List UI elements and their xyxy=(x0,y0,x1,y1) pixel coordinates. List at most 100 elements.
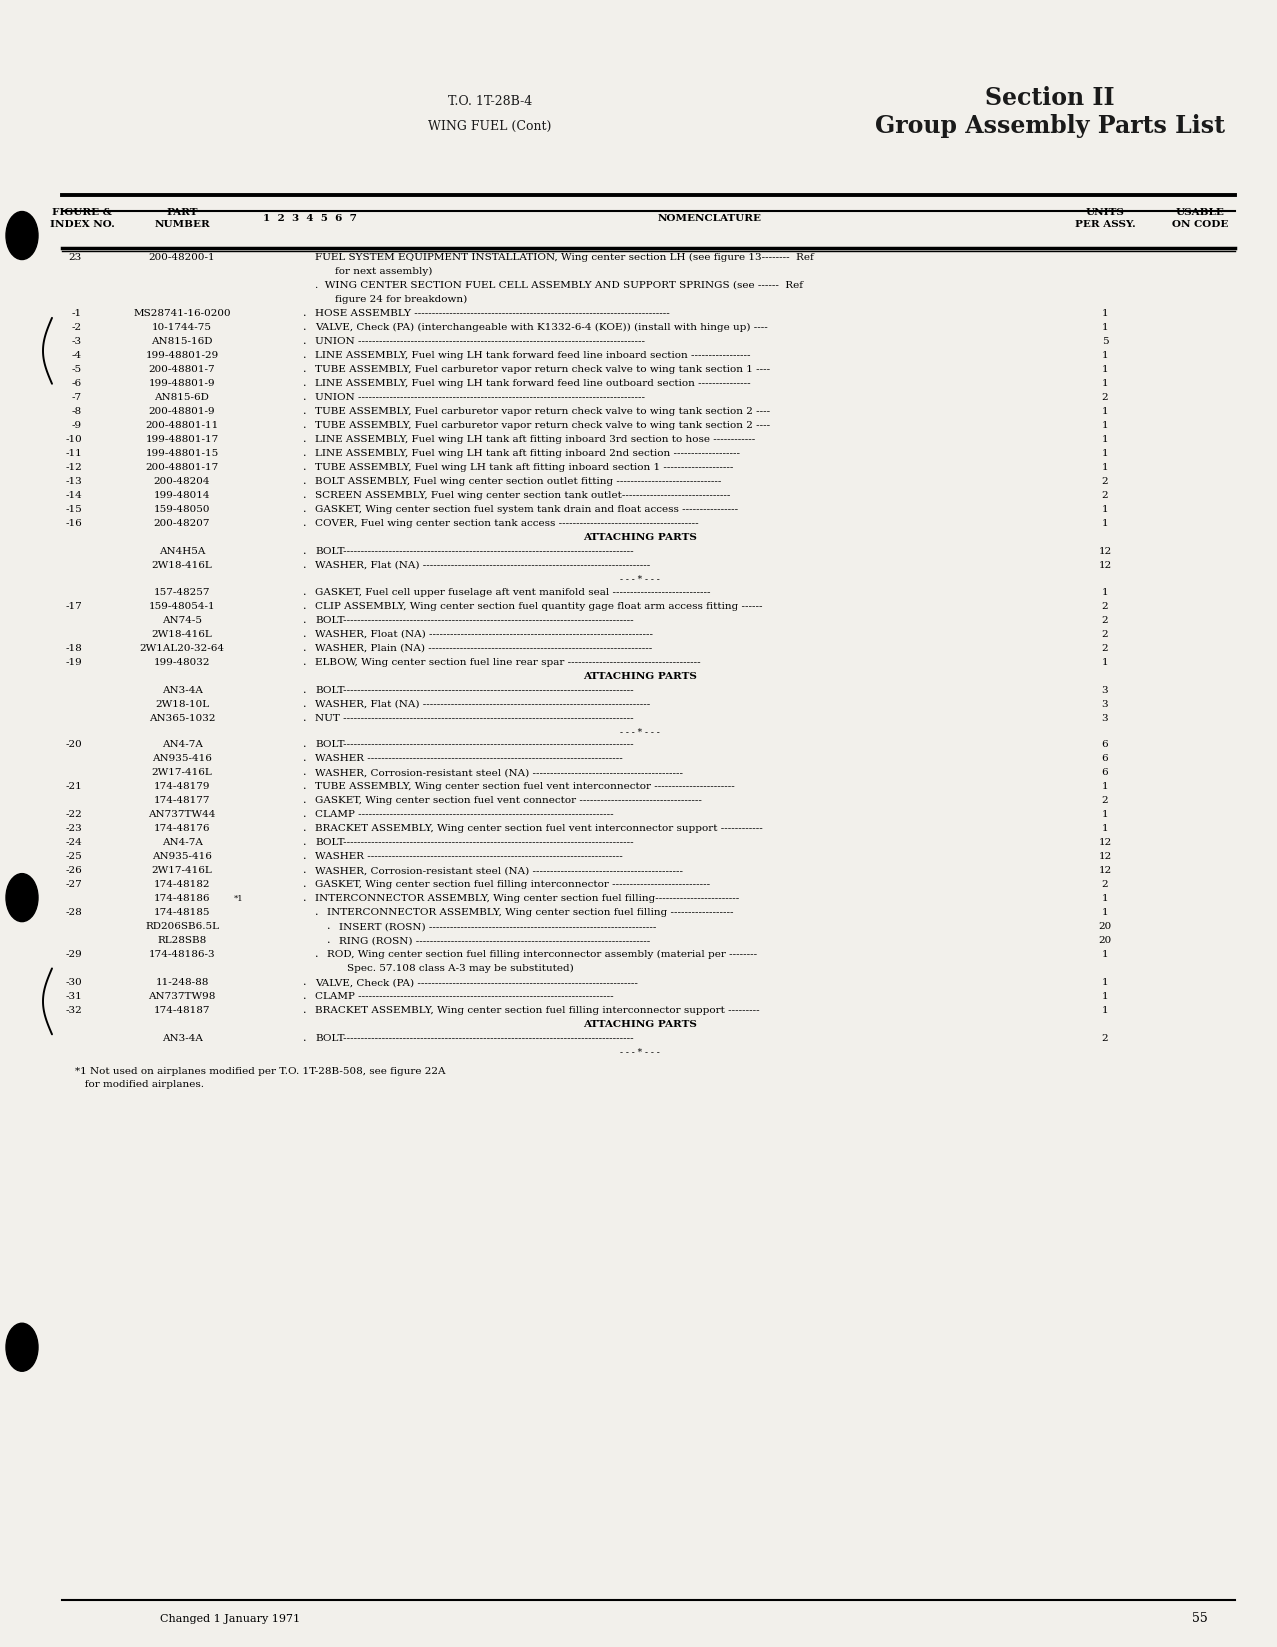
Text: 159-48050: 159-48050 xyxy=(153,506,211,514)
Text: -16: -16 xyxy=(65,519,82,529)
Text: 174-48186-3: 174-48186-3 xyxy=(148,950,216,959)
Text: CLAMP -------------------------------------------------------------------------: CLAMP ----------------------------------… xyxy=(315,991,614,1001)
Text: -21: -21 xyxy=(65,782,82,791)
Text: 1: 1 xyxy=(1102,894,1108,903)
Text: VALVE, Check (PA) --------------------------------------------------------------: VALVE, Check (PA) ----------------------… xyxy=(315,978,638,987)
Text: 3: 3 xyxy=(1102,700,1108,708)
Text: 2: 2 xyxy=(1102,616,1108,624)
Text: .: . xyxy=(303,713,306,723)
Text: 1: 1 xyxy=(1102,1006,1108,1015)
Text: 1: 1 xyxy=(1102,810,1108,819)
Text: VALVE, Check (PA) (interchangeable with K1332-6-4 (KOE)) (install with hinge up): VALVE, Check (PA) (interchangeable with … xyxy=(315,323,767,333)
Text: BOLT----------------------------------------------------------------------------: BOLT------------------------------------… xyxy=(315,838,633,847)
Text: .: . xyxy=(303,824,306,833)
Text: .: . xyxy=(303,586,306,596)
Text: ATTACHING PARTS: ATTACHING PARTS xyxy=(584,534,697,542)
Text: -28: -28 xyxy=(65,907,82,917)
Text: GASKET, Wing center section fuel filling interconnector ------------------------: GASKET, Wing center section fuel filling… xyxy=(315,879,710,889)
Text: 1: 1 xyxy=(1102,435,1108,445)
Text: TUBE ASSEMBLY, Fuel carburetor vapor return check valve to wing tank section 2 -: TUBE ASSEMBLY, Fuel carburetor vapor ret… xyxy=(315,422,770,430)
Text: 2: 2 xyxy=(1102,601,1108,611)
Text: BOLT ASSEMBLY, Fuel wing center section outlet fitting -------------------------: BOLT ASSEMBLY, Fuel wing center section … xyxy=(315,478,722,486)
Text: TUBE ASSEMBLY, Wing center section fuel vent interconnector --------------------: TUBE ASSEMBLY, Wing center section fuel … xyxy=(315,782,734,791)
Text: 5: 5 xyxy=(1102,338,1108,346)
Text: -19: -19 xyxy=(65,657,82,667)
Text: -26: -26 xyxy=(65,866,82,875)
Text: -20: -20 xyxy=(65,740,82,749)
Text: 199-48801-15: 199-48801-15 xyxy=(146,450,218,458)
Text: 1: 1 xyxy=(1102,506,1108,514)
Text: BOLT----------------------------------------------------------------------------: BOLT------------------------------------… xyxy=(315,547,633,557)
Text: .: . xyxy=(303,753,306,763)
Text: BOLT----------------------------------------------------------------------------: BOLT------------------------------------… xyxy=(315,685,633,695)
Text: 1: 1 xyxy=(1102,950,1108,959)
Text: .: . xyxy=(303,796,306,805)
Text: -2: -2 xyxy=(72,323,82,333)
Text: LINE ASSEMBLY, Fuel wing LH tank forward feed line inboard section -------------: LINE ASSEMBLY, Fuel wing LH tank forward… xyxy=(315,351,751,361)
Text: -29: -29 xyxy=(65,950,82,959)
Text: 200-48204: 200-48204 xyxy=(153,478,211,486)
Text: 12: 12 xyxy=(1098,547,1111,557)
Text: 174-48185: 174-48185 xyxy=(153,907,211,917)
Text: ELBOW, Wing center section fuel line rear spar ---------------------------------: ELBOW, Wing center section fuel line rea… xyxy=(315,657,701,667)
Text: for next assembly): for next assembly) xyxy=(335,267,433,277)
Text: 6: 6 xyxy=(1102,754,1108,763)
Text: 1: 1 xyxy=(1102,824,1108,833)
Text: for modified airplanes.: for modified airplanes. xyxy=(75,1080,204,1089)
Text: 1: 1 xyxy=(1102,907,1108,917)
Text: 55: 55 xyxy=(1193,1612,1208,1626)
Text: .: . xyxy=(303,809,306,819)
Text: 2: 2 xyxy=(1102,478,1108,486)
Text: Spec. 57.108 class A-3 may be substituted): Spec. 57.108 class A-3 may be substitute… xyxy=(347,963,573,973)
Text: 1: 1 xyxy=(1102,323,1108,333)
Text: .: . xyxy=(303,657,306,667)
Text: .: . xyxy=(303,547,306,557)
Text: -23: -23 xyxy=(65,824,82,833)
Text: 1: 1 xyxy=(1102,978,1108,987)
Text: ON CODE: ON CODE xyxy=(1172,221,1228,229)
Text: -12: -12 xyxy=(65,463,82,473)
Text: .: . xyxy=(303,740,306,749)
Text: BRACKET ASSEMBLY, Wing center section fuel filling interconnector support ------: BRACKET ASSEMBLY, Wing center section fu… xyxy=(315,1006,760,1015)
Text: -6: -6 xyxy=(72,379,82,389)
Text: 1: 1 xyxy=(1102,782,1108,791)
Text: 1: 1 xyxy=(1102,351,1108,361)
Text: 1: 1 xyxy=(1102,379,1108,389)
Text: .: . xyxy=(303,435,306,445)
Text: 12: 12 xyxy=(1098,866,1111,875)
Text: -13: -13 xyxy=(65,478,82,486)
Text: .: . xyxy=(303,519,306,529)
Text: 199-48801-29: 199-48801-29 xyxy=(146,351,218,361)
Text: 2W17-416L: 2W17-416L xyxy=(152,768,212,777)
Text: 2: 2 xyxy=(1102,629,1108,639)
Text: -7: -7 xyxy=(72,394,82,402)
Text: 174-48177: 174-48177 xyxy=(153,796,211,805)
Text: -24: -24 xyxy=(65,838,82,847)
Text: .: . xyxy=(303,768,306,777)
Text: -8: -8 xyxy=(72,407,82,417)
Text: 2: 2 xyxy=(1102,644,1108,652)
Text: 2: 2 xyxy=(1102,796,1108,805)
Text: GASKET, Wing center section fuel vent connector --------------------------------: GASKET, Wing center section fuel vent co… xyxy=(315,796,702,805)
Text: .: . xyxy=(303,865,306,875)
Text: PART: PART xyxy=(166,208,198,217)
Text: MS28741-16-0200: MS28741-16-0200 xyxy=(133,310,231,318)
Text: 20: 20 xyxy=(1098,922,1111,931)
Text: .: . xyxy=(303,977,306,987)
Text: INTERCONNECTOR ASSEMBLY, Wing center section fuel filling-----------------------: INTERCONNECTOR ASSEMBLY, Wing center sec… xyxy=(315,894,739,903)
Text: .: . xyxy=(303,629,306,639)
Text: SCREEN ASSEMBLY, Fuel wing center section tank outlet---------------------------: SCREEN ASSEMBLY, Fuel wing center sectio… xyxy=(315,491,730,501)
Text: RING (ROSN) -------------------------------------------------------------------: RING (ROSN) ----------------------------… xyxy=(338,935,650,945)
Text: AN737TW98: AN737TW98 xyxy=(148,991,216,1001)
Text: Section II: Section II xyxy=(985,86,1115,110)
Text: AN3-4A: AN3-4A xyxy=(162,685,203,695)
Text: 2W1AL20-32-64: 2W1AL20-32-64 xyxy=(139,644,225,652)
Text: BOLT----------------------------------------------------------------------------: BOLT------------------------------------… xyxy=(315,1034,633,1043)
Text: .  WING CENTER SECTION FUEL CELL ASSEMBLY AND SUPPORT SPRINGS (see ------  Ref: . WING CENTER SECTION FUEL CELL ASSEMBLY… xyxy=(315,282,803,290)
Text: .: . xyxy=(303,685,306,695)
Text: -27: -27 xyxy=(65,879,82,889)
Text: 1: 1 xyxy=(1102,991,1108,1001)
Text: .: . xyxy=(303,991,306,1001)
Text: 1: 1 xyxy=(1102,366,1108,374)
Text: BRACKET ASSEMBLY, Wing center section fuel vent interconnector support ---------: BRACKET ASSEMBLY, Wing center section fu… xyxy=(315,824,762,833)
